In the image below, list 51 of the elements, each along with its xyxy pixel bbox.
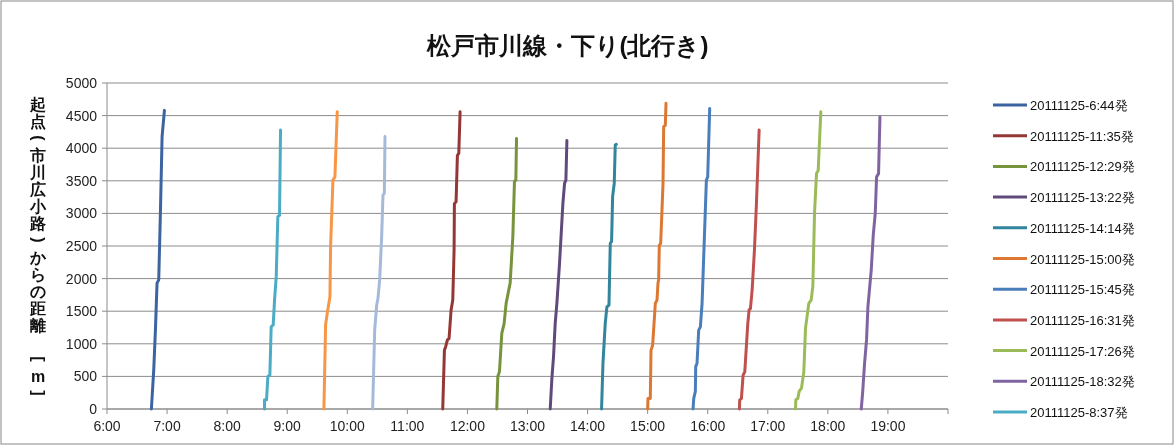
x-tick-label: 17:00 — [750, 418, 786, 434]
legend-label: 20111125-15:45発 — [1030, 282, 1135, 298]
line-series — [322, 110, 339, 411]
legend-label: 20111125-16:31発 — [1030, 312, 1135, 328]
legend-label: 20111125-11:35発 — [1030, 128, 1134, 144]
text: 起点(市川広小路)からの距離 [m] — [29, 95, 47, 396]
legend-label: 20111125-17:26発 — [1030, 343, 1135, 359]
line-series — [149, 108, 166, 411]
line-series — [495, 136, 519, 411]
line-series — [441, 110, 462, 411]
legend-label: 20111125-18:32発 — [1030, 374, 1135, 390]
line-series — [646, 101, 668, 411]
y-tick-label: 2500 — [65, 238, 98, 254]
y-tick-label: 1000 — [65, 335, 98, 352]
x-tick-label: 11:00 — [390, 418, 425, 434]
y-tick-label: 3000 — [65, 205, 98, 222]
line-series — [737, 128, 761, 411]
x-tick-label: 14:00 — [570, 418, 606, 434]
line-series — [548, 138, 569, 411]
x-tick-label: 10:00 — [329, 418, 366, 434]
x-tick-label: 8:00 — [213, 418, 241, 434]
legend-label: 20111125-15:00発 — [1030, 251, 1135, 267]
line-series — [691, 106, 712, 411]
y-tick-label: 0 — [89, 401, 98, 417]
y-tick-label: 500 — [73, 368, 98, 385]
legend-label: 20111125-12:29発 — [1030, 159, 1135, 175]
x-tick-label: 12:00 — [449, 418, 486, 434]
line-series — [371, 134, 387, 411]
line-series — [600, 142, 618, 411]
x-tick-label: 7:00 — [153, 418, 181, 434]
x-tick-label: 19:00 — [870, 418, 906, 434]
legend-label: 20111125-13:22発 — [1030, 190, 1135, 206]
x-tick-label: 9:00 — [273, 418, 302, 434]
y-tick-label: 4500 — [65, 107, 98, 124]
legend-label: 20111125-14:14発 — [1030, 220, 1135, 236]
y-tick-label: 5000 — [65, 75, 98, 91]
x-tick-label: 16:00 — [690, 418, 726, 434]
line-series — [263, 128, 283, 411]
line-series — [859, 115, 882, 411]
x-tick-label: 15:00 — [630, 418, 666, 434]
legend-label: 20111125-8:37発 — [1030, 405, 1128, 420]
y-tick-label: 4000 — [65, 140, 98, 157]
x-tick-label: 13:00 — [509, 418, 546, 434]
x-tick-label: 6:00 — [93, 418, 121, 434]
x-tick-label: 18:00 — [810, 418, 846, 434]
legend-label: 20111125-6:44発 — [1030, 98, 1128, 113]
chart-title: 松戸市川線・下り(北行き) — [425, 32, 709, 59]
y-tick-label: 3500 — [65, 172, 98, 189]
y-tick-label: 1500 — [65, 303, 98, 320]
y-tick-label: 2000 — [65, 270, 98, 287]
line-series — [793, 110, 823, 411]
